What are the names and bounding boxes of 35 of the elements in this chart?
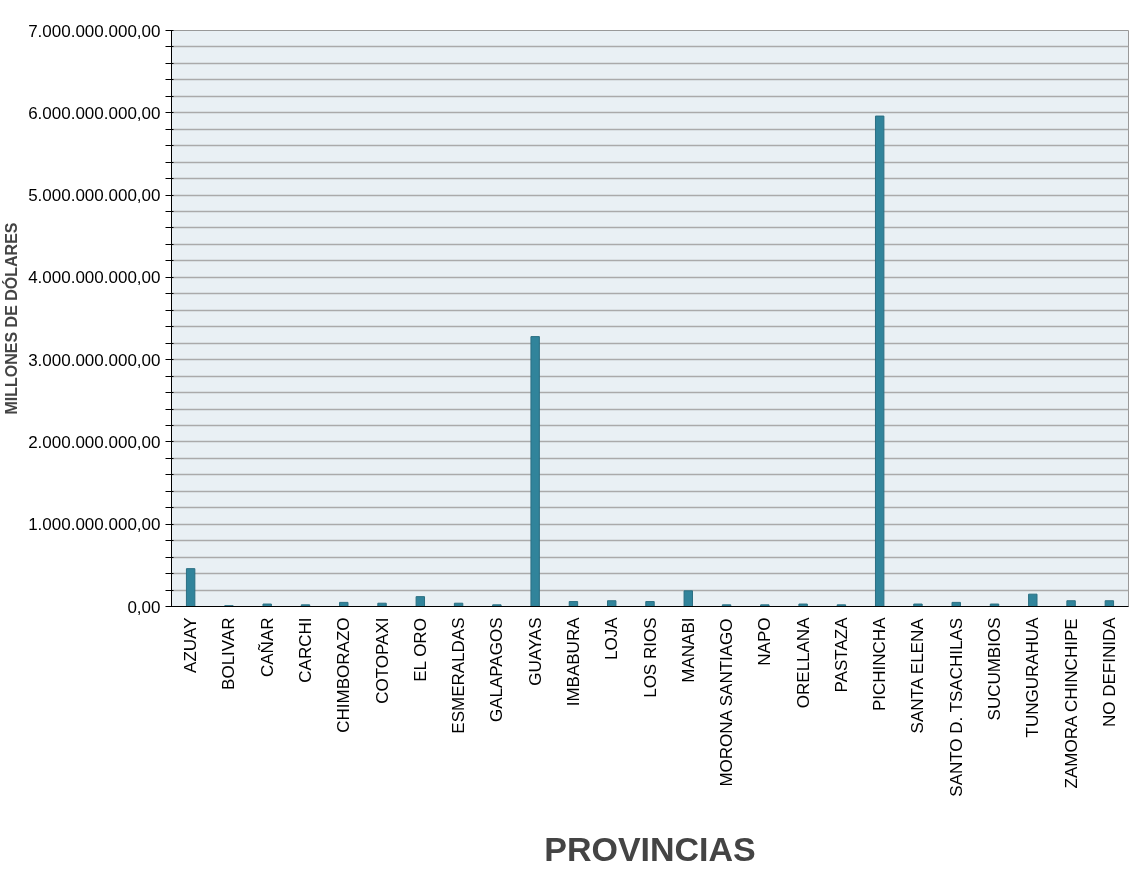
y-tick-label: 0,00 [127,597,161,617]
y-tick-label: 5.000.000.000,00 [28,186,161,206]
x-tick-label: ORELLANA [793,616,813,709]
x-tick-label: TUNGURAHUA [1023,616,1043,738]
x-tick-label: NAPO [755,617,775,666]
x-tick-label: ZAMORA CHINCHIPE [1061,618,1081,789]
x-tick-label: LOJA [602,616,622,661]
x-tick-label: IMBABURA [563,616,583,707]
x-tick-label: NO DEFINIDA [1099,616,1119,728]
x-tick-label: PICHINCHA [870,616,890,712]
x-tick-label: EL ORO [410,618,430,682]
x-tick-label: LOS RIOS [640,617,660,698]
y-tick-label: 3.000.000.000,00 [28,350,161,370]
x-tick-label: SANTA ELENA [908,617,928,734]
y-axis-title: MILLONES DE DÓLARES [2,222,21,415]
x-tick-label: BOLIVAR [219,617,239,690]
x-tick-label: CHIMBORAZO [334,617,354,733]
y-tick-label: 4.000.000.000,00 [28,268,161,288]
x-axis-title: PROVINCIAS [544,829,756,868]
y-tick-label: 6.000.000.000,00 [28,103,161,123]
x-tick-label: PASTAZA [831,616,851,693]
x-tick-label: MORONA SANTIAGO [717,618,737,787]
x-tick-label: MANABI [678,617,698,683]
x-tick-label: AZUAY [181,617,201,673]
x-tick-label: ESMERALDAS [449,617,469,734]
x-tick-label: CAÑAR [257,617,277,678]
x-tick-label: COTOPAXI [372,617,392,704]
x-tick-label: GALAPAGOS [487,617,507,723]
x-tick-label: SANTO D. TSACHILAS [946,617,966,797]
y-tick-label: 1.000.000.000,00 [28,515,161,535]
x-tick-label: GUAYAS [525,617,545,686]
x-tick-label: CARCHI [295,617,315,683]
x-tick-label: SUCUMBIOS [985,617,1005,721]
y-tick-label: 7.000.000.000,00 [28,21,161,41]
y-tick-label: 2.000.000.000,00 [28,432,161,452]
